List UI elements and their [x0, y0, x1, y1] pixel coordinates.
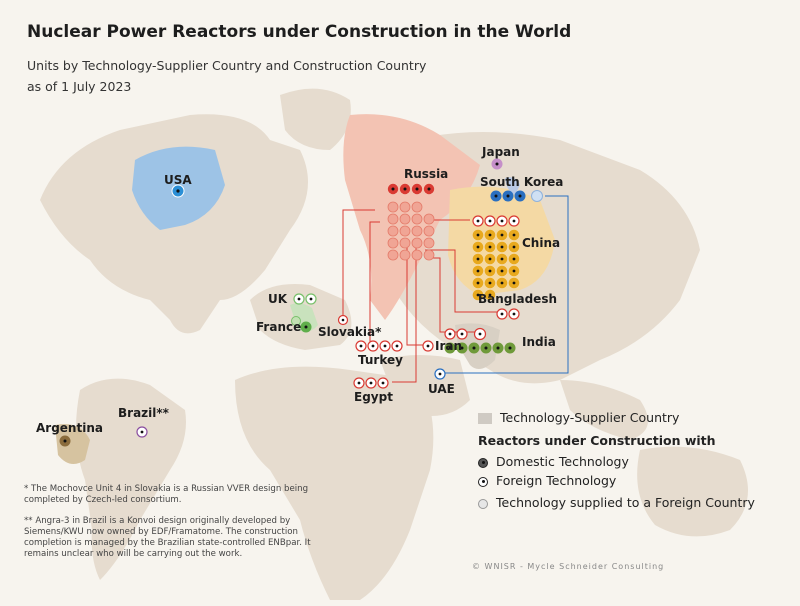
india-dots — [444, 327, 516, 354]
south-korea-dots — [490, 190, 543, 202]
foreign-dot-icon — [478, 476, 488, 487]
label-uk: UK — [268, 292, 288, 306]
label-france: France — [256, 320, 301, 334]
legend-supplier-label: Technology-Supplier Country — [500, 410, 680, 425]
legend-foreign: Foreign Technology — [478, 473, 616, 488]
france-domestic-dots — [291, 316, 312, 333]
russia-to-egypt-line — [392, 240, 417, 383]
footnote-slovakia: * The Mochovce Unit 4 in Slovakia is a R… — [24, 484, 309, 505]
legend-foreign-label: Foreign Technology — [496, 473, 617, 488]
label-usa: USA — [164, 173, 192, 187]
russia-supplied-dots — [387, 201, 435, 261]
russia-territory — [343, 114, 480, 321]
subtitle-line-1: Units by Technology-Supplier Country and… — [27, 58, 427, 73]
label-uae: UAE — [428, 382, 455, 396]
russia-to-iran-line — [406, 240, 425, 346]
china-foreign-centers — [476, 219, 516, 223]
page-title: Nuclear Power Reactors under Constructio… — [27, 22, 572, 42]
russia-domestic-dots — [387, 183, 435, 195]
legend-heading: Reactors under Construction with — [478, 433, 716, 448]
domestic-dot-icon — [478, 457, 488, 468]
legend-supplied-label: Technology supplied to a Foreign Country — [496, 495, 755, 510]
china-domestic-dots — [472, 229, 520, 301]
uk-foreign-dots — [293, 293, 317, 305]
label-bangladesh: Bangladesh — [478, 292, 557, 306]
label-slovakia: Slovakia* — [318, 325, 382, 339]
label-india: India — [522, 335, 556, 349]
south-korea-territory — [505, 177, 520, 195]
label-iran: Iran — [435, 339, 462, 353]
russia-to-slovakia-line — [342, 209, 375, 318]
footnote-brazil: ** Angra-3 in Brazil is a Konvoi design … — [24, 516, 311, 559]
label-south-korea: South Korea — [480, 175, 563, 189]
subtitle: Units by Technology-Supplier Country and… — [27, 55, 426, 97]
russia-to-turkey-line — [369, 221, 380, 345]
turkey-foreign-dots — [355, 340, 403, 352]
africa-land — [235, 366, 434, 600]
slovakia-foreign-dot — [337, 314, 349, 326]
china-foreign-dots — [472, 215, 520, 227]
south-america-land — [76, 378, 186, 580]
legend-supplier-swatch — [478, 413, 492, 424]
connector-lines — [342, 195, 569, 383]
australia-land — [637, 446, 748, 537]
legend-supplied: Technology supplied to a Foreign Country — [478, 495, 755, 510]
argentina-territory — [55, 424, 90, 464]
korea-to-uae-line — [440, 195, 569, 374]
label-russia: Russia — [404, 167, 448, 181]
argentina-domestic-dot — [59, 435, 71, 447]
legend-supplier: Technology-Supplier Country — [478, 410, 679, 425]
brazil-foreign-dot — [136, 426, 148, 438]
greenland-land — [280, 88, 351, 150]
southeast-asia-land — [560, 380, 648, 440]
label-japan: Japan — [481, 145, 520, 159]
legend-domestic: Domestic Technology — [478, 454, 629, 469]
iran-foreign-dot — [422, 340, 434, 352]
uae-foreign-dot — [434, 368, 446, 380]
label-egypt: Egypt — [354, 390, 393, 404]
russia-to-bangladesh-line — [425, 249, 500, 313]
middle-east-land — [380, 355, 470, 416]
copyright: © WNISR - Mycle Schneider Consulting — [472, 562, 665, 571]
label-turkey: Turkey — [358, 353, 403, 367]
legend-domestic-label: Domestic Technology — [496, 454, 629, 469]
label-brazil: Brazil** — [118, 406, 170, 420]
unit-dots — [59, 158, 543, 447]
subtitle-line-2: as of 1 July 2023 — [27, 79, 132, 94]
label-china: China — [522, 236, 560, 250]
label-argentina: Argentina — [36, 421, 103, 435]
supplied-dot-icon — [478, 498, 488, 509]
